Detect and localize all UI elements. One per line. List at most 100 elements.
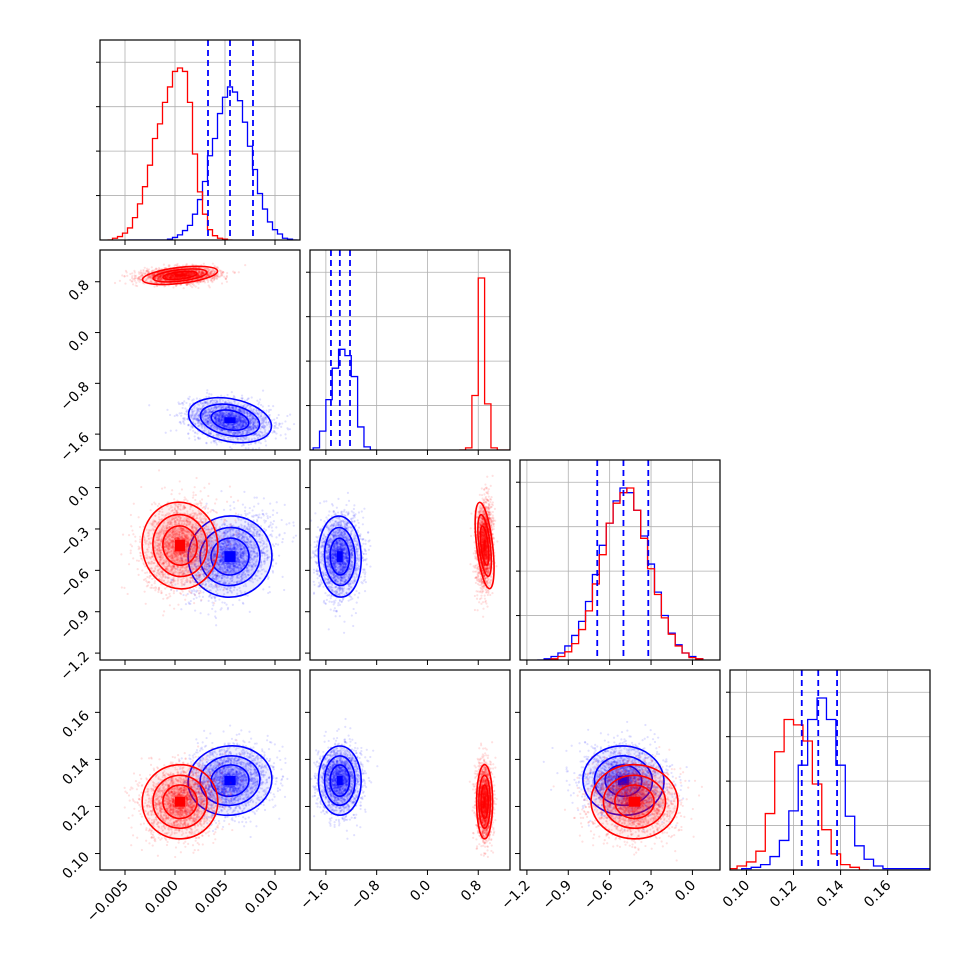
sample-point — [242, 424, 245, 428]
sample-point — [182, 420, 185, 423]
sample-point — [217, 420, 220, 423]
sample-point — [211, 423, 215, 426]
sample-point — [259, 403, 263, 407]
sample-point — [209, 421, 213, 424]
sample-point — [250, 437, 253, 440]
sample-point — [208, 414, 211, 417]
sample-point — [221, 423, 224, 426]
sample-point — [221, 415, 224, 418]
sample-point — [131, 272, 134, 275]
sample-point — [234, 427, 237, 430]
sample-point — [187, 423, 190, 426]
sample-point — [220, 418, 223, 421]
sample-point — [195, 417, 199, 420]
sample-point — [213, 413, 217, 416]
sample-point — [126, 274, 129, 277]
sample-point — [244, 428, 247, 431]
sample-point — [269, 408, 272, 411]
sample-point — [262, 421, 266, 424]
sample-point — [192, 410, 195, 413]
sample-point — [136, 277, 139, 280]
sample-point — [232, 426, 235, 430]
sample-point — [219, 421, 222, 424]
sample-point — [258, 411, 261, 414]
sample-point — [219, 456, 221, 458]
sample-point — [207, 410, 210, 413]
sample-point — [271, 529, 274, 532]
sample-point — [214, 416, 217, 419]
sample-point — [172, 286, 175, 289]
sample-point — [248, 428, 251, 431]
sample-point — [227, 412, 230, 415]
sample-point — [211, 262, 214, 265]
sample-point — [247, 429, 250, 433]
sample-point — [207, 417, 210, 420]
sample-point — [288, 428, 292, 431]
sample-point — [220, 394, 223, 397]
sample-point — [240, 425, 243, 428]
sample-point — [241, 410, 244, 413]
sample-point — [217, 422, 220, 426]
sample-point — [264, 440, 267, 443]
sample-point — [214, 416, 217, 419]
sample-point — [222, 417, 225, 420]
sample-point — [212, 406, 215, 410]
sample-point — [238, 418, 242, 422]
histogram-red — [459, 277, 510, 450]
sample-point — [219, 400, 222, 403]
sample-point — [206, 402, 209, 405]
sample-point — [237, 424, 240, 427]
sample-point — [216, 414, 219, 417]
sample-point — [231, 423, 234, 427]
sample-point — [226, 413, 229, 417]
sample-point — [244, 411, 247, 415]
sample-point — [247, 412, 251, 415]
sample-point — [204, 401, 208, 405]
density-peak — [224, 417, 236, 424]
sample-point — [210, 424, 213, 427]
sample-point — [206, 389, 209, 392]
sample-point — [208, 431, 211, 435]
sample-point — [249, 421, 252, 424]
sample-point — [201, 416, 204, 419]
sample-point — [237, 409, 240, 412]
sample-point — [248, 506, 251, 510]
sample-point — [209, 401, 212, 404]
sample-point — [207, 420, 210, 423]
sample-point — [241, 397, 244, 400]
sample-point — [253, 421, 256, 424]
sample-point — [232, 270, 235, 273]
sample-point — [131, 283, 135, 286]
sample-point — [222, 422, 225, 425]
sample-point — [207, 408, 210, 411]
sample-point — [273, 418, 276, 421]
sample-point — [237, 414, 240, 418]
sample-point — [263, 427, 266, 430]
sample-point — [241, 418, 245, 422]
sample-point — [175, 429, 178, 432]
sample-point — [242, 420, 245, 424]
sample-point — [223, 424, 226, 427]
sample-point — [121, 274, 124, 277]
sample-point — [245, 420, 248, 423]
sample-point — [192, 418, 195, 421]
sample-point — [231, 423, 234, 426]
sample-point — [215, 277, 218, 280]
sample-point — [225, 280, 228, 283]
sample-point — [240, 444, 243, 447]
sample-point — [219, 398, 222, 401]
sample-point — [226, 411, 229, 414]
sample-point — [212, 427, 215, 430]
sample-point — [260, 414, 263, 417]
sample-point — [226, 414, 229, 417]
sample-point — [218, 419, 221, 422]
sample-point — [203, 404, 206, 407]
sample-point — [239, 410, 243, 414]
sample-point — [206, 403, 209, 406]
sample-point — [198, 280, 202, 283]
sample-point — [255, 421, 259, 424]
sample-point — [238, 417, 242, 421]
panel-1-0: −1.6−0.80.00.8 — [57, 249, 301, 465]
sample-point — [227, 431, 231, 434]
sample-point — [143, 272, 146, 275]
